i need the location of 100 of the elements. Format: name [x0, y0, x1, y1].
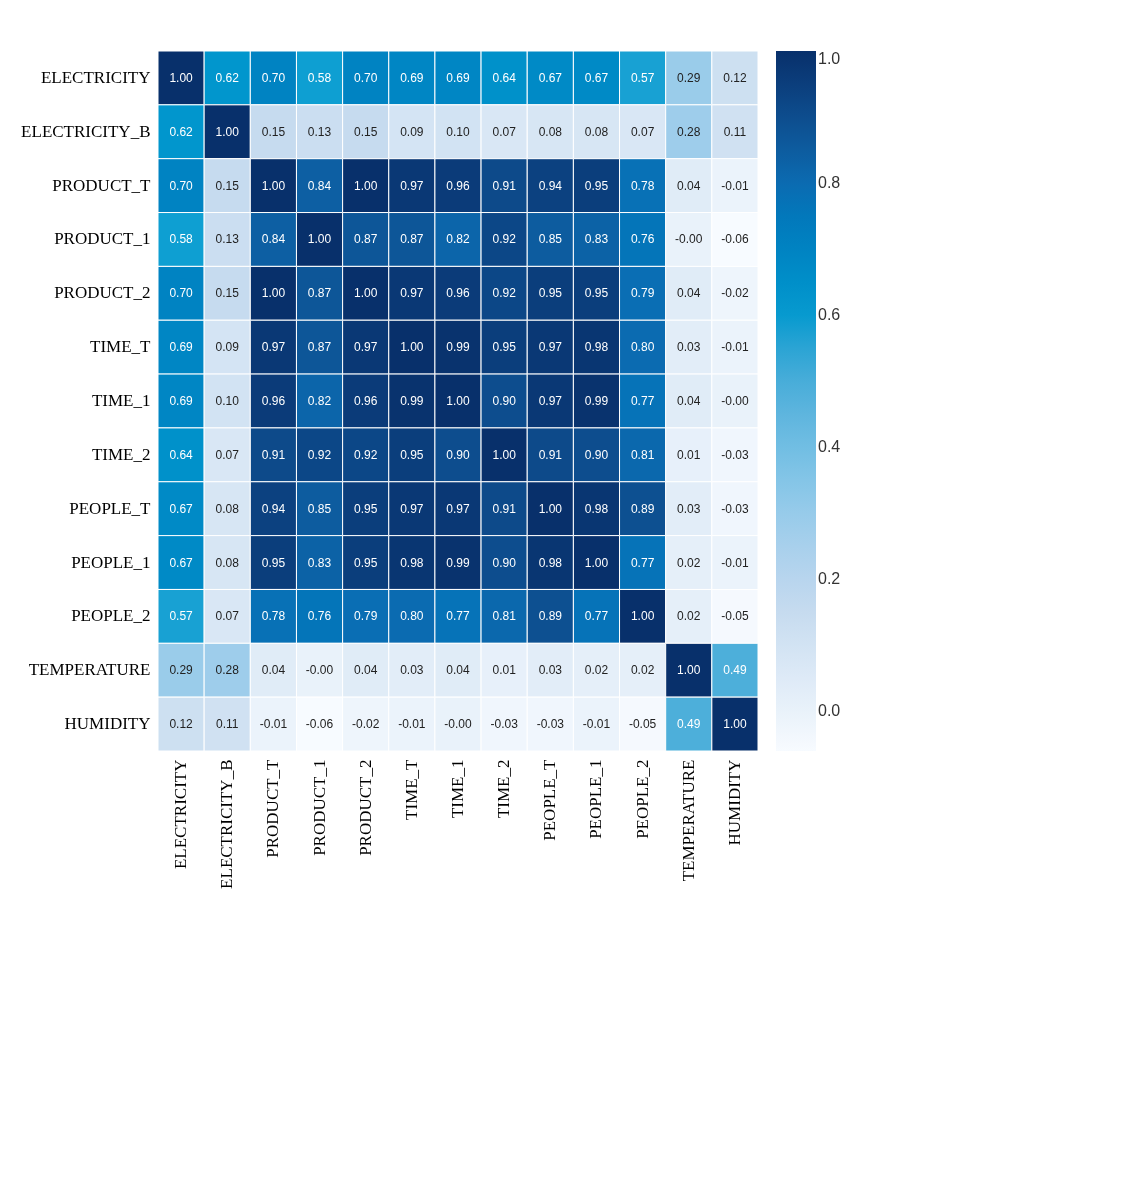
data-label: 0.92: [492, 232, 517, 247]
x-tick-label: PRODUCT_T: [263, 758, 283, 858]
y-tick-label: PEOPLE_T: [69, 498, 152, 518]
data-label: 0.87: [354, 232, 378, 247]
data-label: 0.98: [584, 501, 609, 516]
data-label: 0.70: [261, 70, 286, 85]
data-label: 0.95: [584, 286, 609, 301]
data-label: 1.00: [261, 286, 286, 301]
data-label: 0.98: [538, 555, 563, 570]
data-label: 0.02: [677, 555, 701, 570]
data-label: 1.00: [677, 663, 701, 678]
data-label: 0.12: [723, 70, 747, 85]
data-label: 0.09: [400, 124, 424, 139]
y-tick-label: TIME_2: [91, 444, 151, 464]
data-label: -0.01: [398, 717, 426, 732]
data-label: 0.79: [630, 286, 655, 301]
x-tick-label: PEOPLE_1: [586, 759, 606, 839]
data-label: 0.94: [261, 501, 286, 516]
data-label: 0.13: [215, 232, 240, 247]
data-label: 0.91: [538, 447, 563, 462]
data-label: 0.02: [677, 609, 701, 624]
data-label: 0.15: [354, 124, 378, 139]
data-label: 0.90: [492, 394, 517, 408]
data-label: 0.62: [169, 124, 194, 139]
data-label: -0.05: [721, 609, 749, 624]
data-label: 1.00: [492, 447, 517, 462]
data-label: 0.80: [400, 609, 424, 624]
data-label: 0.97: [400, 178, 424, 193]
data-label: -0.06: [305, 717, 334, 732]
data-label: 0.76: [630, 232, 655, 247]
data-label: 0.28: [677, 124, 701, 139]
data-label: 0.82: [307, 394, 332, 408]
y-tick-label: PRODUCT_2: [54, 283, 151, 303]
data-label: 0.77: [446, 609, 470, 624]
x-tick-label: HUMIDITY: [724, 759, 744, 846]
data-label: 0.15: [261, 124, 286, 139]
data-label: 0.11: [216, 717, 239, 732]
data-label: 0.69: [169, 394, 194, 408]
data-label: 0.70: [354, 70, 378, 85]
data-label: 0.91: [492, 501, 517, 516]
data-label: 0.81: [492, 609, 517, 624]
x-tick-label: PEOPLE_2: [632, 759, 652, 839]
data-label: 0.10: [215, 394, 240, 408]
data-label: 0.03: [677, 340, 701, 355]
x-tick-label: ELECTRICITY_B: [217, 759, 237, 889]
color-bar-label: 0.4: [818, 438, 841, 456]
x-tick-label: TIME_1: [448, 759, 467, 819]
data-label: 0.99: [446, 340, 470, 355]
data-label: 0.98: [584, 340, 609, 355]
data-label: 0.95: [261, 555, 286, 570]
data-label: 0.83: [307, 555, 332, 570]
data-label: 0.85: [307, 501, 332, 516]
data-label: -0.01: [721, 178, 749, 193]
data-label: 1.00: [169, 70, 194, 85]
data-label: 1.00: [215, 124, 240, 139]
data-label: 0.80: [630, 340, 655, 355]
data-label: 0.03: [677, 501, 701, 516]
data-label: 0.11: [723, 124, 747, 139]
data-label: 0.98: [400, 555, 424, 570]
data-label: 0.95: [538, 286, 563, 301]
data-label: 0.62: [215, 70, 240, 85]
data-label: 1.00: [446, 394, 470, 408]
data-label: 0.08: [215, 501, 240, 516]
data-label: 0.97: [538, 340, 563, 355]
data-label: -0.06: [721, 232, 749, 247]
x-tick-label: TIME_2: [494, 759, 514, 819]
data-label: 0.58: [169, 232, 194, 247]
data-label: -0.00: [675, 232, 703, 247]
data-label: -0.05: [628, 717, 657, 732]
data-label: 0.09: [215, 340, 240, 355]
data-label: 1.00: [723, 717, 747, 732]
data-label: 0.02: [584, 663, 609, 678]
data-label: 0.99: [446, 555, 470, 570]
data-label: 1.00: [538, 501, 563, 516]
data-label: 0.07: [630, 124, 655, 139]
data-label: -0.00: [444, 717, 472, 732]
color-bar-label: 0.0: [818, 702, 841, 720]
x-tick-label: PRODUCT_1: [309, 759, 329, 856]
data-label: 0.04: [354, 663, 378, 678]
data-label: 0.91: [492, 178, 517, 193]
data-label: 0.84: [307, 178, 332, 193]
data-label: 0.12: [169, 717, 194, 732]
y-tick-label: PEOPLE_1: [71, 552, 151, 572]
data-label: 0.69: [446, 70, 470, 85]
data-label: 0.69: [169, 340, 194, 355]
data-label: 1.00: [400, 340, 424, 355]
data-label: 0.07: [492, 124, 517, 139]
data-label: 0.79: [354, 609, 378, 624]
data-label: 0.08: [584, 124, 609, 139]
data-label: 0.84: [261, 232, 286, 247]
data-label: 0.77: [630, 555, 655, 570]
data-label: 0.91: [261, 447, 286, 462]
data-label: 0.15: [215, 178, 240, 193]
data-label: 0.92: [307, 447, 332, 462]
color-bar-label: 1.0: [818, 50, 841, 67]
data-label: 0.97: [400, 501, 424, 516]
data-label: 0.89: [538, 609, 563, 624]
y-tick-label: TIME_1: [91, 391, 151, 410]
color-bar-label: 0.8: [818, 174, 841, 192]
data-label: 0.58: [307, 70, 332, 85]
